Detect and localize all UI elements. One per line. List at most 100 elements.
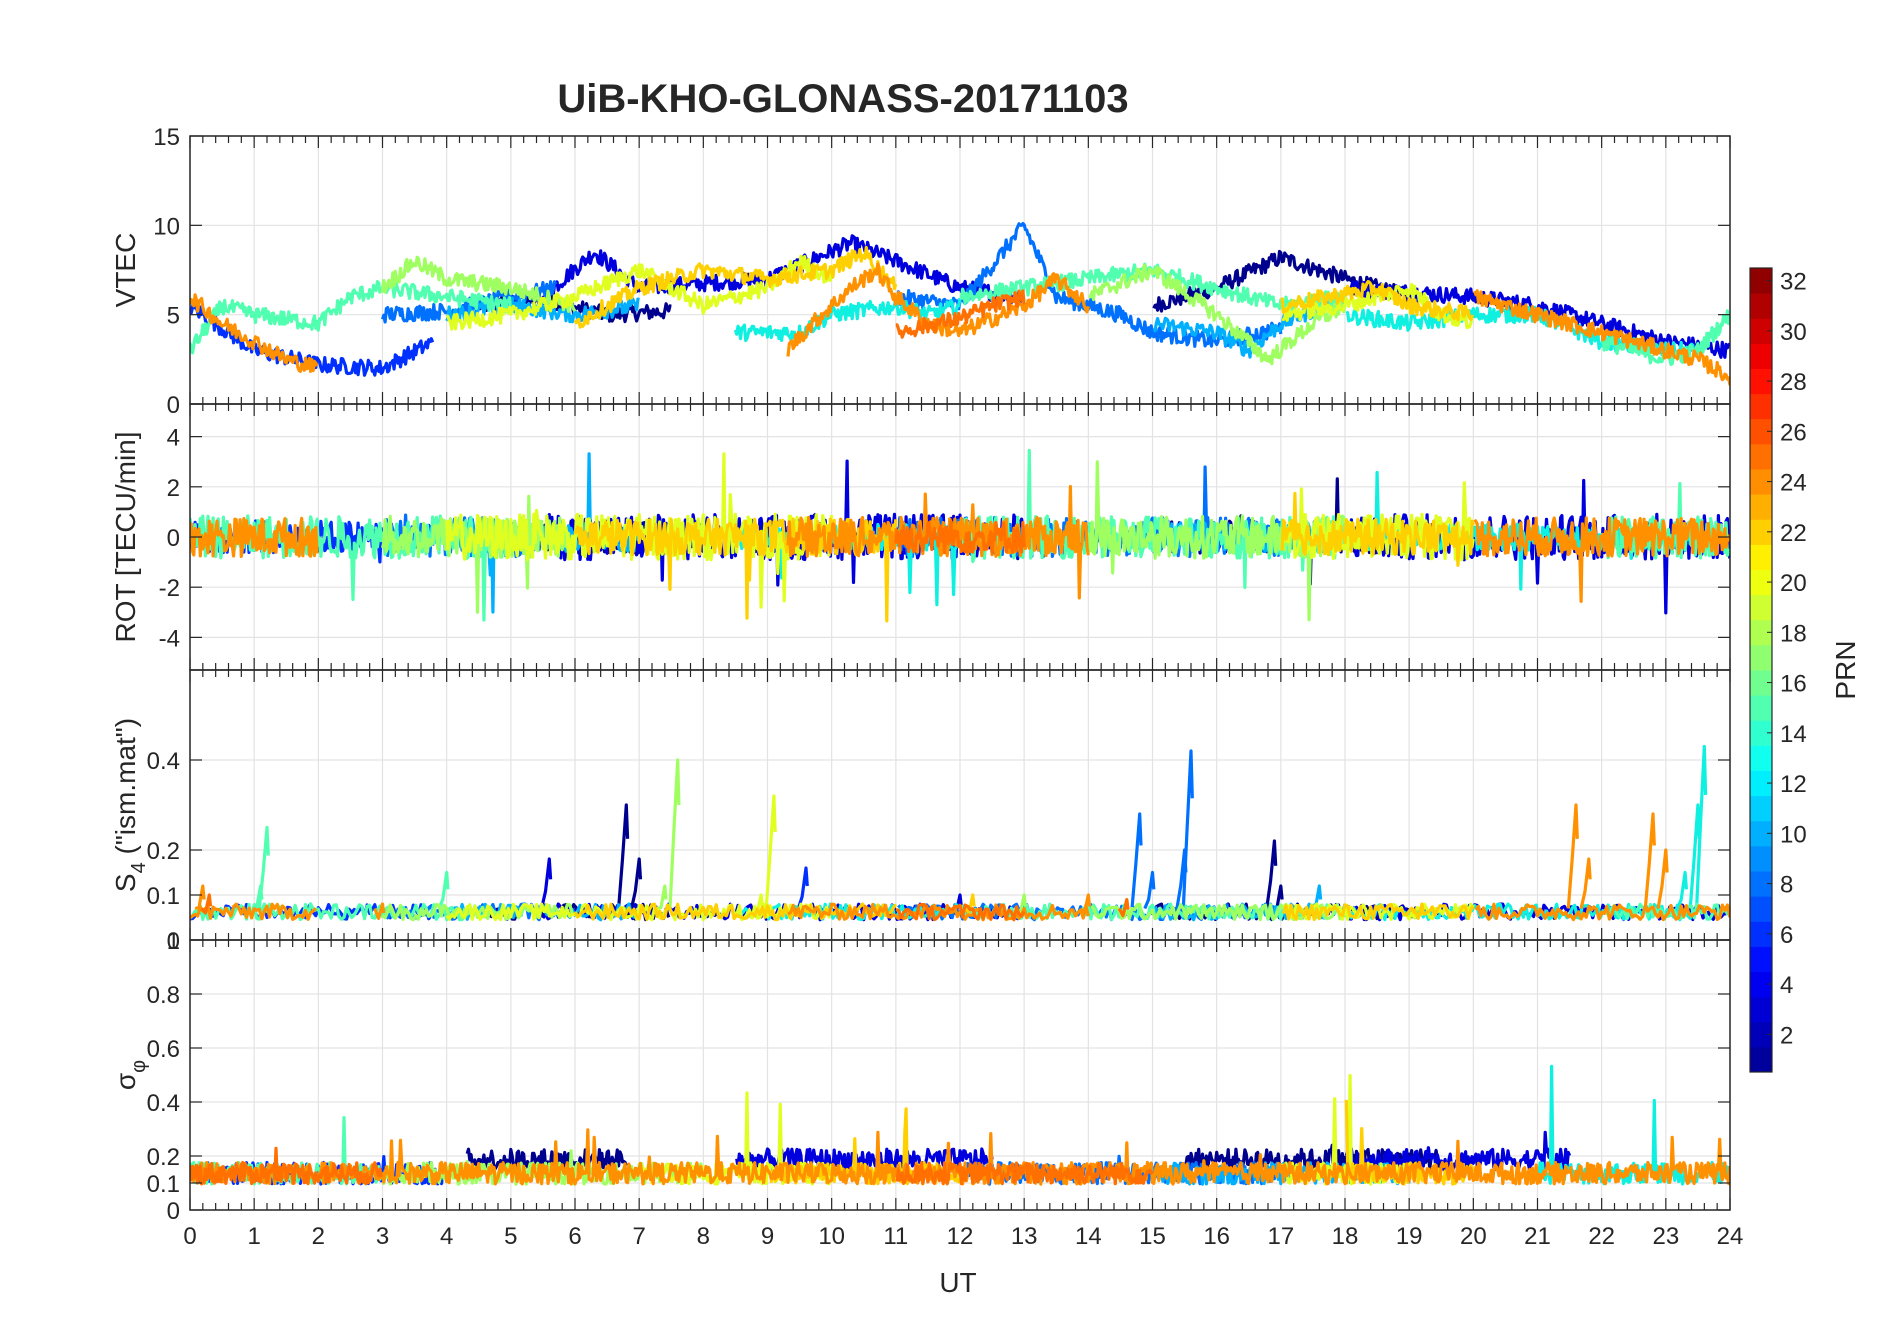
x-tick-label: 19 [1396, 1223, 1423, 1250]
colorbar-band [1750, 644, 1772, 671]
panel-2: -4 -2 0 2 4 ROT [TECU/min] [110, 403, 1731, 671]
x-tick-label: 9 [761, 1223, 774, 1250]
colorbar-band [1750, 318, 1772, 344]
y-tick-label-overlap: 1 [167, 928, 180, 955]
series-prn-23 [190, 485, 1730, 603]
colorbar-band [1750, 619, 1772, 646]
colorbar-tick-label: 14 [1780, 721, 1807, 748]
colorbar-tick-label: 32 [1780, 269, 1807, 296]
x-tick-label: 0 [183, 1223, 196, 1250]
y-tick-label: 4 [167, 425, 180, 452]
x-tick-label: 4 [440, 1223, 453, 1250]
x-tick-label: 13 [1011, 1223, 1038, 1250]
series-prn-24 [190, 1146, 1154, 1186]
y-tick-label: 0.6 [147, 1036, 180, 1063]
x-tick-label: 17 [1267, 1223, 1294, 1250]
colorbar-band [1750, 921, 1772, 947]
colorbar-band [1750, 670, 1772, 696]
series-prn-24 [200, 893, 1130, 922]
colorbar-tick-label: 20 [1780, 570, 1807, 597]
x-tick-label: 20 [1460, 1223, 1487, 1250]
colorbar-band [1750, 594, 1772, 621]
y-tick-label: 15 [153, 124, 180, 151]
colorbar-band [1750, 770, 1772, 797]
x-tick-labels: 0 1 2 3 4 5 6 7 8 9 10 11 12 13 14 15 16 17 18 19 20 21 22 23 24 [183, 1223, 1743, 1250]
colorbar-band [1750, 343, 1772, 369]
colorbar-band [1750, 418, 1772, 445]
series-prn-21 [573, 245, 1474, 329]
colorbar-tick-label: 26 [1780, 419, 1807, 446]
x-ticks [189, 404, 1731, 670]
y-axis-label: ROT [TECU/min] [110, 431, 141, 642]
series-group [190, 448, 1730, 623]
x-tick-label: 21 [1524, 1223, 1551, 1250]
colorbar-band [1750, 971, 1772, 998]
x-tick-label: 2 [312, 1223, 325, 1250]
series-prn-24 [895, 289, 1026, 339]
y-tick-label: 0.1 [147, 883, 180, 910]
x-tick-label: 10 [818, 1223, 845, 1250]
colorbar-tick-label: 4 [1780, 972, 1793, 999]
x-ticks [189, 670, 1731, 940]
x-tick-label: 16 [1203, 1223, 1230, 1250]
x-tick-label: 3 [376, 1223, 389, 1250]
colorbar-band [1750, 896, 1772, 922]
colorbar-tick-label: 22 [1780, 520, 1807, 547]
y-tick-label: 0 [167, 525, 180, 552]
x-tick-label: 24 [1717, 1223, 1744, 1250]
y-tick-label: -4 [159, 625, 180, 652]
colorbar-band [1750, 469, 1772, 495]
colorbar-tick-label: 2 [1780, 1022, 1793, 1049]
colorbar-band [1750, 569, 1772, 596]
colorbar-band [1750, 871, 1772, 897]
x-axis-label: UT [939, 1267, 976, 1298]
colorbar-tick-label: 28 [1780, 369, 1807, 396]
colorbar-band [1750, 268, 1772, 294]
colorbar-tick-label: 18 [1780, 620, 1807, 647]
colorbar-band [1750, 720, 1772, 746]
colorbar-band [1750, 368, 1772, 395]
y-tick-label: 0.2 [147, 1144, 180, 1171]
chart-title: UiB-KHO-GLONASS-20171103 [557, 77, 1128, 121]
series-group [190, 222, 1730, 386]
x-tick-label: 22 [1588, 1223, 1615, 1250]
colorbar-tick-label: 16 [1780, 671, 1807, 698]
colorbar-band [1750, 544, 1772, 570]
colorbar-label: PRN [1830, 640, 1861, 699]
y-tick-label: 2 [167, 475, 180, 502]
x-ticks [189, 940, 1731, 1210]
x-tick-label: 14 [1075, 1223, 1102, 1250]
colorbar-band [1750, 996, 1772, 1023]
colorbar-band [1750, 795, 1772, 822]
y-tick-label: 10 [153, 213, 180, 240]
colorbar-tick-label: 12 [1780, 771, 1807, 798]
colorbar-band [1750, 519, 1772, 545]
x-tick-label: 5 [504, 1223, 517, 1250]
panel-4: 00.10.2 0.4 0.6 0.8 σφ [110, 939, 1731, 1225]
colorbar-band [1750, 393, 1772, 420]
series-prn-17 [381, 758, 1347, 922]
y-tick-label: 0 [167, 928, 180, 955]
y-tick-label: 0.4 [147, 748, 180, 775]
x-tick-label: 8 [697, 1223, 710, 1250]
x-tick-label: 12 [947, 1223, 974, 1250]
colorbar-band [1750, 494, 1772, 520]
panel-1: 0 5 10 15 VTEC [110, 124, 1731, 419]
y-tick-label: 0 [167, 392, 180, 419]
x-ticks [189, 136, 1731, 404]
y-axis-label: σφ [110, 1060, 150, 1090]
x-tick-label: 6 [568, 1223, 581, 1250]
series-prn-23 [190, 803, 1730, 922]
x-tick-label: 11 [883, 1223, 908, 1250]
y-axis-label: S4 ("ism.mat") [110, 718, 150, 892]
colorbar-tick-label: 6 [1780, 922, 1793, 949]
colorbar-band [1750, 1046, 1772, 1073]
colorbar-band [1750, 745, 1772, 771]
series-prn-21 [573, 893, 1475, 922]
x-tick-label: 7 [632, 1223, 645, 1250]
colorbar-band [1750, 1021, 1772, 1048]
colorbar-band [1750, 820, 1772, 847]
